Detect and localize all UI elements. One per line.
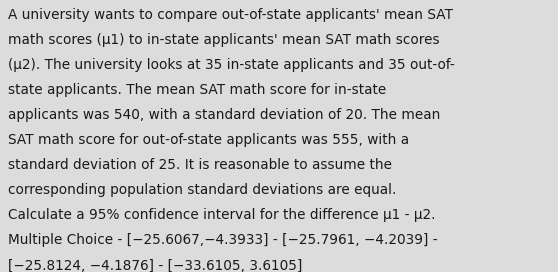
Text: SAT math score for out-of-state applicants was 555, with a: SAT math score for out-of-state applican… xyxy=(8,133,410,147)
Text: A university wants to compare out-of-state applicants' mean SAT: A university wants to compare out-of-sta… xyxy=(8,8,453,22)
Text: Calculate a 95% confidence interval for the difference μ1 - μ2.: Calculate a 95% confidence interval for … xyxy=(8,208,436,222)
Text: [−25.8124, −4.1876] - [−33.6105, 3.6105]: [−25.8124, −4.1876] - [−33.6105, 3.6105] xyxy=(8,258,303,272)
Text: applicants was 540, with a standard deviation of 20. The mean: applicants was 540, with a standard devi… xyxy=(8,108,441,122)
Text: math scores (μ1) to in-state applicants' mean SAT math scores: math scores (μ1) to in-state applicants'… xyxy=(8,33,440,47)
Text: Multiple Choice - [−25.6067,−4.3933] - [−25.7961, −4.2039] -: Multiple Choice - [−25.6067,−4.3933] - [… xyxy=(8,233,438,247)
Text: state applicants. The mean SAT math score for in-state: state applicants. The mean SAT math scor… xyxy=(8,83,387,97)
Text: (μ2). The university looks at 35 in-state applicants and 35 out-of-: (μ2). The university looks at 35 in-stat… xyxy=(8,58,455,72)
Text: corresponding population standard deviations are equal.: corresponding population standard deviat… xyxy=(8,183,397,197)
Text: standard deviation of 25. It is reasonable to assume the: standard deviation of 25. It is reasonab… xyxy=(8,158,392,172)
